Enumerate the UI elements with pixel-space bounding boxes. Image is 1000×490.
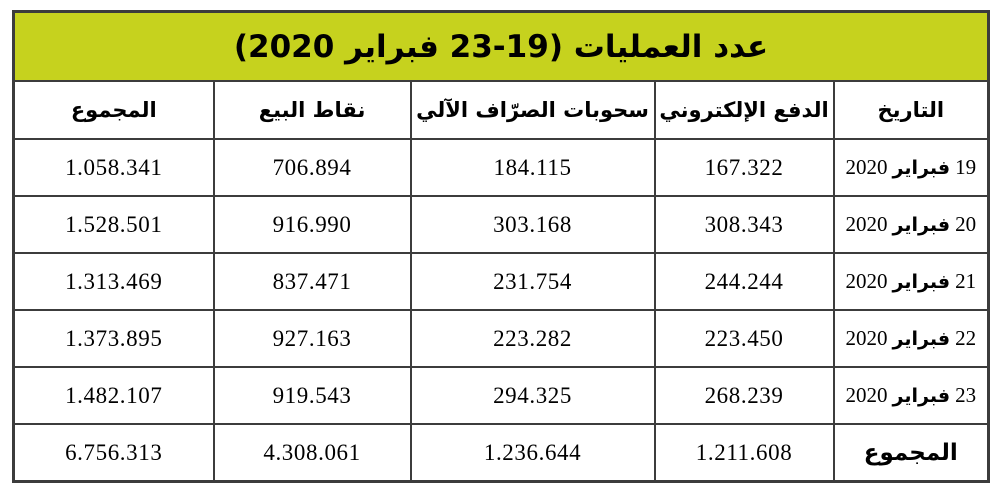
- table-row: 19 فبراير 2020 167.322 184.115 706.894 1…: [12, 138, 990, 198]
- date-cell: 21 فبراير 2020: [832, 252, 990, 312]
- header-row: التاريخ الدفع الإلكتروني سحوبات الصرّاف …: [12, 80, 990, 141]
- atm-withdrawals-value: 294.325: [409, 366, 656, 426]
- table-row: 20 فبراير 2020 308.343 303.168 916.990 1…: [12, 195, 990, 255]
- date-day: 21: [955, 269, 977, 294]
- row-total-value: 1.313.469: [12, 252, 215, 312]
- electronic-payment-value: 308.343: [653, 195, 835, 255]
- header-atm-withdrawals: سحوبات الصرّاف الآلي: [409, 80, 656, 141]
- points-of-sale-value: 916.990: [212, 195, 412, 255]
- electronic-payment-value: 167.322: [653, 138, 835, 198]
- row-total-value: 1.058.341: [12, 138, 215, 198]
- points-of-sale-grand-total: 4.308.061: [212, 423, 412, 483]
- date-year: 2020: [845, 326, 888, 351]
- atm-withdrawals-grand-total: 1.236.644: [409, 423, 656, 483]
- header-electronic-payment: الدفع الإلكتروني: [653, 80, 835, 141]
- date-day: 19: [955, 155, 977, 180]
- date-cell: 23 فبراير 2020: [832, 366, 990, 426]
- date-month: فبراير: [892, 271, 951, 294]
- totals-label: المجموع: [832, 423, 990, 483]
- points-of-sale-value: 927.163: [212, 309, 412, 369]
- date-day: 23: [955, 383, 977, 408]
- totals-row: المجموع 1.211.608 1.236.644 4.308.061 6.…: [12, 423, 990, 483]
- points-of-sale-value: 706.894: [212, 138, 412, 198]
- points-of-sale-value: 837.471: [212, 252, 412, 312]
- atm-withdrawals-value: 184.115: [409, 138, 656, 198]
- row-total-value: 1.482.107: [12, 366, 215, 426]
- date-cell: 19 فبراير 2020: [832, 138, 990, 198]
- row-total-value: 1.528.501: [12, 195, 215, 255]
- header-total: المجموع: [12, 80, 215, 141]
- date-day: 20: [955, 212, 977, 237]
- electronic-payment-value: 223.450: [653, 309, 835, 369]
- date-month: فبراير: [892, 385, 951, 408]
- electronic-payment-value: 268.239: [653, 366, 835, 426]
- table-row: 23 فبراير 2020 268.239 294.325 919.543 1…: [12, 366, 990, 426]
- electronic-payment-grand-total: 1.211.608: [653, 423, 835, 483]
- date-cell: 22 فبراير 2020: [832, 309, 990, 369]
- title-row: عدد العمليات (19-23 فبراير 2020): [12, 10, 990, 83]
- date-year: 2020: [845, 155, 888, 180]
- atm-withdrawals-value: 303.168: [409, 195, 656, 255]
- header-points-of-sale: نقاط البيع: [212, 80, 412, 141]
- atm-withdrawals-value: 231.754: [409, 252, 656, 312]
- date-month: فبراير: [892, 328, 951, 351]
- operations-table: عدد العمليات (19-23 فبراير 2020) التاريخ…: [12, 10, 991, 483]
- date-day: 22: [955, 326, 977, 351]
- table-row: 22 فبراير 2020 223.450 223.282 927.163 1…: [12, 309, 990, 369]
- row-total-value: 1.373.895: [12, 309, 215, 369]
- date-year: 2020: [845, 383, 888, 408]
- points-of-sale-value: 919.543: [212, 366, 412, 426]
- date-year: 2020: [845, 212, 888, 237]
- grand-total: 6.756.313: [12, 423, 215, 483]
- date-cell: 20 فبراير 2020: [832, 195, 990, 255]
- header-date: التاريخ: [832, 80, 990, 141]
- date-year: 2020: [845, 269, 888, 294]
- electronic-payment-value: 244.244: [653, 252, 835, 312]
- date-month: فبراير: [892, 214, 951, 237]
- table-row: 21 فبراير 2020 244.244 231.754 837.471 1…: [12, 252, 990, 312]
- atm-withdrawals-value: 223.282: [409, 309, 656, 369]
- date-month: فبراير: [892, 157, 951, 180]
- table-title: عدد العمليات (19-23 فبراير 2020): [12, 10, 990, 83]
